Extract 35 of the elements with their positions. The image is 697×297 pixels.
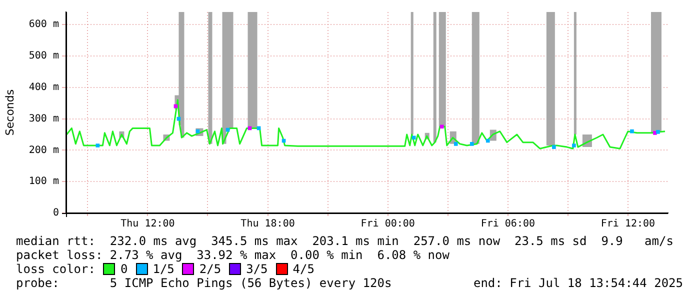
y-tick-label: 300 m [28,113,59,124]
x-tick-label: Fri 06:00 [480,218,536,230]
point [412,136,416,140]
legend-label: 2/5 [199,262,222,276]
point [470,142,474,146]
y-tick-label: 100 m [28,176,59,188]
legend-label: 4/5 [292,262,314,276]
text: probe: 5 ICMP Echo Pings (56 Bytes) every 120s [16,276,392,290]
legend-label: 1/5 [152,262,174,276]
y-tick-label: 200 m [28,144,59,156]
point [552,145,556,149]
y-tick-label: 600 m [28,19,59,30]
x-tick-label: Fri 00:00 [360,218,415,230]
y-axis-title: Seconds [3,89,16,136]
point [486,138,490,143]
point [572,144,576,148]
point [96,144,100,148]
x-tick-label: Thu 12:00 [120,218,175,230]
legend-label: 0 [120,262,128,276]
x-tick-label: Thu 18:00 [240,218,295,230]
y-tick-label: 400 m [28,82,59,93]
text: median rtt: 232.0 ms avg 345.5 ms max 203.1 ms min 257.0 ms now 23.5 ms sd 9.9 am/s [16,234,674,248]
y-tick-label: 500 m [28,50,59,62]
point [440,124,444,129]
legend-title: loss color: [16,262,96,276]
y-tick-label: 0 [52,208,59,219]
point [653,131,657,135]
point [196,129,200,134]
legend-label: 3/5 [246,262,268,276]
point [454,142,458,146]
text: packet loss: 2.73 % avg 33.92 % max 0.00 % min 6.08 % now [16,248,450,262]
x-tick-label: Fri 12:00 [600,218,656,230]
text: end: Fri Jul 18 13:54:44 2025 [473,276,683,290]
point [630,129,634,134]
point [656,130,660,134]
